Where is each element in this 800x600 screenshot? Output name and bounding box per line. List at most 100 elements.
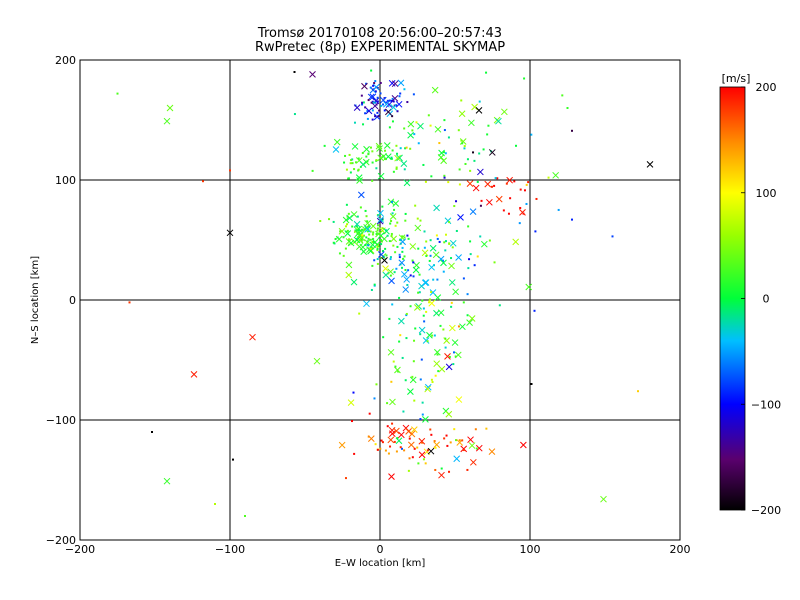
- data-point-cross: [402, 286, 410, 293]
- data-point-cross: [519, 209, 526, 216]
- data-point: [442, 328, 445, 331]
- data-point: [418, 291, 421, 294]
- data-point: [404, 379, 407, 382]
- data-point: [450, 301, 453, 304]
- data-point: [390, 220, 393, 223]
- data-point-cross: [433, 360, 441, 368]
- data-point: [405, 312, 408, 315]
- data-point: [407, 237, 410, 240]
- data-point: [403, 449, 406, 452]
- data-point: [367, 244, 370, 247]
- data-point-cross: [495, 195, 503, 203]
- data-point-cross: [376, 145, 383, 152]
- data-point: [386, 402, 389, 405]
- data-point: [319, 220, 322, 223]
- data-point-cross: [364, 219, 371, 227]
- data-point: [493, 261, 496, 264]
- data-point: [359, 206, 362, 209]
- data-point: [365, 82, 368, 85]
- data-point: [380, 439, 383, 442]
- data-point: [440, 467, 443, 470]
- data-point: [385, 254, 388, 257]
- data-point-cross: [350, 278, 358, 286]
- data-point: [494, 177, 497, 180]
- data-point: [376, 245, 379, 248]
- data-point: [214, 503, 216, 505]
- data-point: [370, 69, 373, 72]
- data-point-cross: [396, 154, 403, 162]
- data-point-cross: [466, 180, 474, 187]
- data-point: [388, 240, 391, 243]
- data-point: [427, 114, 430, 117]
- data-point: [411, 375, 414, 378]
- data-point-cross: [433, 441, 441, 449]
- data-point-cross: [163, 117, 171, 125]
- x-axis-label: E–W location [km]: [335, 558, 426, 569]
- data-point-cross: [338, 441, 346, 449]
- data-point: [469, 253, 472, 256]
- data-point: [396, 110, 399, 113]
- data-point: [362, 234, 365, 237]
- y-tick-label: 0: [69, 294, 76, 307]
- data-point-cross: [387, 348, 395, 356]
- data-point: [404, 147, 407, 150]
- data-point: [381, 205, 384, 208]
- data-point: [461, 142, 464, 145]
- data-point: [391, 149, 394, 152]
- data-point: [374, 443, 377, 446]
- data-point: [392, 244, 395, 247]
- data-point: [334, 238, 337, 241]
- data-point-cross: [369, 93, 377, 101]
- data-point: [380, 243, 383, 246]
- data-point: [390, 380, 393, 383]
- data-point: [344, 477, 347, 480]
- data-point-cross: [342, 216, 350, 224]
- data-point: [424, 462, 427, 465]
- data-point-cross: [410, 426, 418, 433]
- data-point: [547, 176, 550, 179]
- data-point-cross: [394, 366, 401, 374]
- data-point: [382, 336, 385, 339]
- data-point: [370, 101, 373, 104]
- data-point: [417, 462, 420, 465]
- data-point: [409, 274, 412, 277]
- data-point-cross: [437, 154, 445, 161]
- data-point-cross: [437, 309, 445, 317]
- data-point: [372, 84, 375, 87]
- data-point: [447, 136, 450, 139]
- data-point: [436, 353, 439, 356]
- data-point-cross: [377, 251, 385, 258]
- data-point-cross: [407, 131, 414, 139]
- data-point: [396, 221, 399, 224]
- data-point-cross: [389, 213, 397, 220]
- data-point: [507, 212, 510, 215]
- data-point: [448, 221, 451, 224]
- data-point-cross: [388, 430, 396, 438]
- data-point-cross: [477, 168, 484, 176]
- data-point: [467, 267, 470, 270]
- data-point-cross: [421, 279, 429, 287]
- data-point-cross: [383, 227, 390, 235]
- data-point: [429, 124, 432, 127]
- data-point-cross: [389, 398, 396, 406]
- data-point-cross: [422, 416, 429, 423]
- data-point-cross: [391, 80, 399, 88]
- data-point: [394, 224, 397, 227]
- data-point: [473, 264, 476, 267]
- data-point-cross: [375, 230, 382, 238]
- data-point: [354, 161, 357, 164]
- data-point: [417, 247, 420, 250]
- data-point: [431, 334, 434, 337]
- data-point: [421, 299, 424, 302]
- data-point-cross: [407, 120, 415, 128]
- colorbar: [719, 86, 746, 511]
- data-point: [332, 241, 335, 244]
- data-point: [458, 183, 461, 186]
- data-point: [412, 93, 415, 96]
- data-point: [467, 225, 470, 228]
- data-point: [429, 239, 432, 242]
- data-point: [377, 224, 380, 227]
- data-point: [485, 427, 488, 430]
- data-point-cross: [448, 262, 455, 270]
